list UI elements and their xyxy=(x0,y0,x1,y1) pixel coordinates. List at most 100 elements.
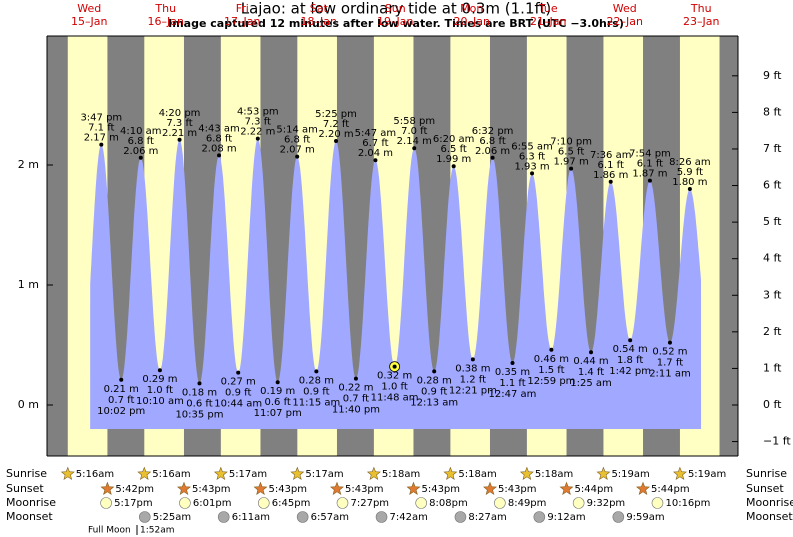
row-label: Sunset xyxy=(746,482,784,495)
high-tide-label: 1.80 m xyxy=(672,177,707,188)
tide-point xyxy=(295,154,300,159)
low-tide-label: 0.22 m xyxy=(338,383,373,394)
moonset-icon xyxy=(533,511,546,523)
moonset-time: 5:25am xyxy=(153,512,191,523)
low-tide-label: 0.54 m xyxy=(613,344,648,355)
subtitle: Image captured 12 minutes after low wate… xyxy=(168,17,624,30)
row-label: Sunset xyxy=(6,482,44,495)
low-tide-label: 1.0 ft xyxy=(147,385,173,396)
tide-point xyxy=(549,347,554,352)
high-tide-label: 8:26 am xyxy=(669,157,711,168)
full-moon-time: 1:52am xyxy=(140,526,175,536)
row-label: Moonset xyxy=(6,510,53,523)
high-tide-label: 1.86 m xyxy=(593,170,628,181)
day-date: 17–Jan xyxy=(224,15,260,28)
y2-tick-label: 0 ft xyxy=(763,398,782,411)
tide-point xyxy=(392,364,397,369)
day-name: Sun xyxy=(385,2,406,15)
day-name: Fri xyxy=(236,2,249,15)
moonrise-icon xyxy=(179,497,191,509)
sunrise-time: 5:19am xyxy=(611,469,649,480)
high-tide-label: 6.1 ft xyxy=(598,160,624,171)
day-date: 15–Jan xyxy=(71,15,107,28)
sunrise-time: 5:16am xyxy=(76,469,114,480)
moonrise-time: 8:08pm xyxy=(429,498,468,509)
low-tide-label: 0.9 ft xyxy=(225,388,251,399)
low-tide-label: 1.8 ft xyxy=(617,355,643,366)
low-tide-label: 10:35 pm xyxy=(175,409,223,420)
low-tide-label: 11:15 am xyxy=(292,397,340,408)
high-tide-label: 6.3 ft xyxy=(519,151,545,162)
high-tide-label: 5.9 ft xyxy=(677,167,703,178)
high-tide-label: 5:58 pm xyxy=(393,116,435,127)
moonrise-time: 9:32pm xyxy=(587,498,626,509)
sunset-icon xyxy=(100,481,115,495)
moonset-icon xyxy=(454,511,467,523)
tide-point xyxy=(119,377,124,382)
moonrise-icon xyxy=(494,497,506,509)
high-tide-label: 1.87 m xyxy=(632,169,667,180)
row-label: Sunrise xyxy=(6,467,47,480)
row-label: Moonrise xyxy=(6,496,56,509)
tide-point xyxy=(157,368,162,373)
moonset-time: 6:11am xyxy=(232,512,270,523)
moonrise-icon xyxy=(572,497,585,509)
low-tide-label: 0.27 m xyxy=(221,377,256,388)
y-tick-label: 1 m xyxy=(18,278,39,291)
low-tide-label: 1:25 am xyxy=(570,378,612,389)
moonrise-icon xyxy=(336,497,349,509)
row-label: Moonrise xyxy=(746,496,793,509)
low-tide-label: 0.21 m xyxy=(104,384,139,395)
low-tide-label: 12:21 pm xyxy=(449,385,497,396)
low-tide-label: 0.6 ft xyxy=(186,398,212,409)
low-tide-label: 12:13 am xyxy=(410,397,458,408)
sunset-icon xyxy=(636,481,650,495)
sunrise-time: 5:18am xyxy=(535,469,573,480)
high-tide-label: 4:53 pm xyxy=(237,107,279,118)
sunset-time: 5:44pm xyxy=(651,484,690,495)
sunset-icon xyxy=(177,481,191,495)
sunset-time: 5:43pm xyxy=(421,484,460,495)
tide-point xyxy=(569,166,574,171)
sunset-time: 5:44pm xyxy=(575,484,614,495)
high-tide-label: 6.8 ft xyxy=(206,133,232,144)
tide-point xyxy=(589,350,594,355)
y-tick-label: 2 m xyxy=(18,158,39,171)
y-tick-label: 0 m xyxy=(18,398,39,411)
sunrise-time: 5:16am xyxy=(152,469,190,480)
sunrise-time: 5:17am xyxy=(305,469,343,480)
high-tide-label: 6.8 ft xyxy=(284,135,310,146)
tide-point xyxy=(667,340,672,345)
low-tide-label: 0.7 ft xyxy=(108,395,134,406)
tide-point xyxy=(510,361,515,365)
low-tide-label: 0.9 ft xyxy=(303,386,329,397)
sunrise-icon xyxy=(366,466,381,480)
sunset-icon xyxy=(330,481,344,495)
high-tide-label: 5:14 am xyxy=(276,125,318,136)
low-tide-label: 11:48 am xyxy=(371,393,419,404)
moonrise-time: 8:49pm xyxy=(508,498,547,509)
y2-tick-label: 2 ft xyxy=(763,325,782,338)
sunrise-time: 5:18am xyxy=(382,469,420,480)
high-tide-label: 2.04 m xyxy=(358,148,393,159)
low-tide-label: 0.28 m xyxy=(299,375,334,386)
moonrise-icon xyxy=(257,497,270,509)
high-tide-label: 2.20 m xyxy=(318,129,353,140)
day-date: 23–Jan xyxy=(683,15,719,28)
high-tide-label: 2.22 m xyxy=(240,127,275,138)
sunrise-icon xyxy=(596,466,611,480)
sunset-icon xyxy=(406,481,421,495)
low-tide-label: 0.6 ft xyxy=(265,397,291,408)
day-name: Mon xyxy=(460,2,483,15)
low-tide-label: 0.44 m xyxy=(573,356,608,367)
low-tide-label: 1.0 ft xyxy=(381,382,407,393)
high-tide-label: 2.21 m xyxy=(162,128,197,139)
high-tide-label: 6.8 ft xyxy=(479,136,505,147)
tide-point xyxy=(275,380,280,385)
low-tide-label: 1:42 pm xyxy=(609,366,651,377)
moonrise-icon xyxy=(100,497,112,509)
high-tide-label: 6.8 ft xyxy=(128,136,154,147)
y2-tick-label: 8 ft xyxy=(763,105,782,118)
tide-point xyxy=(217,153,222,158)
